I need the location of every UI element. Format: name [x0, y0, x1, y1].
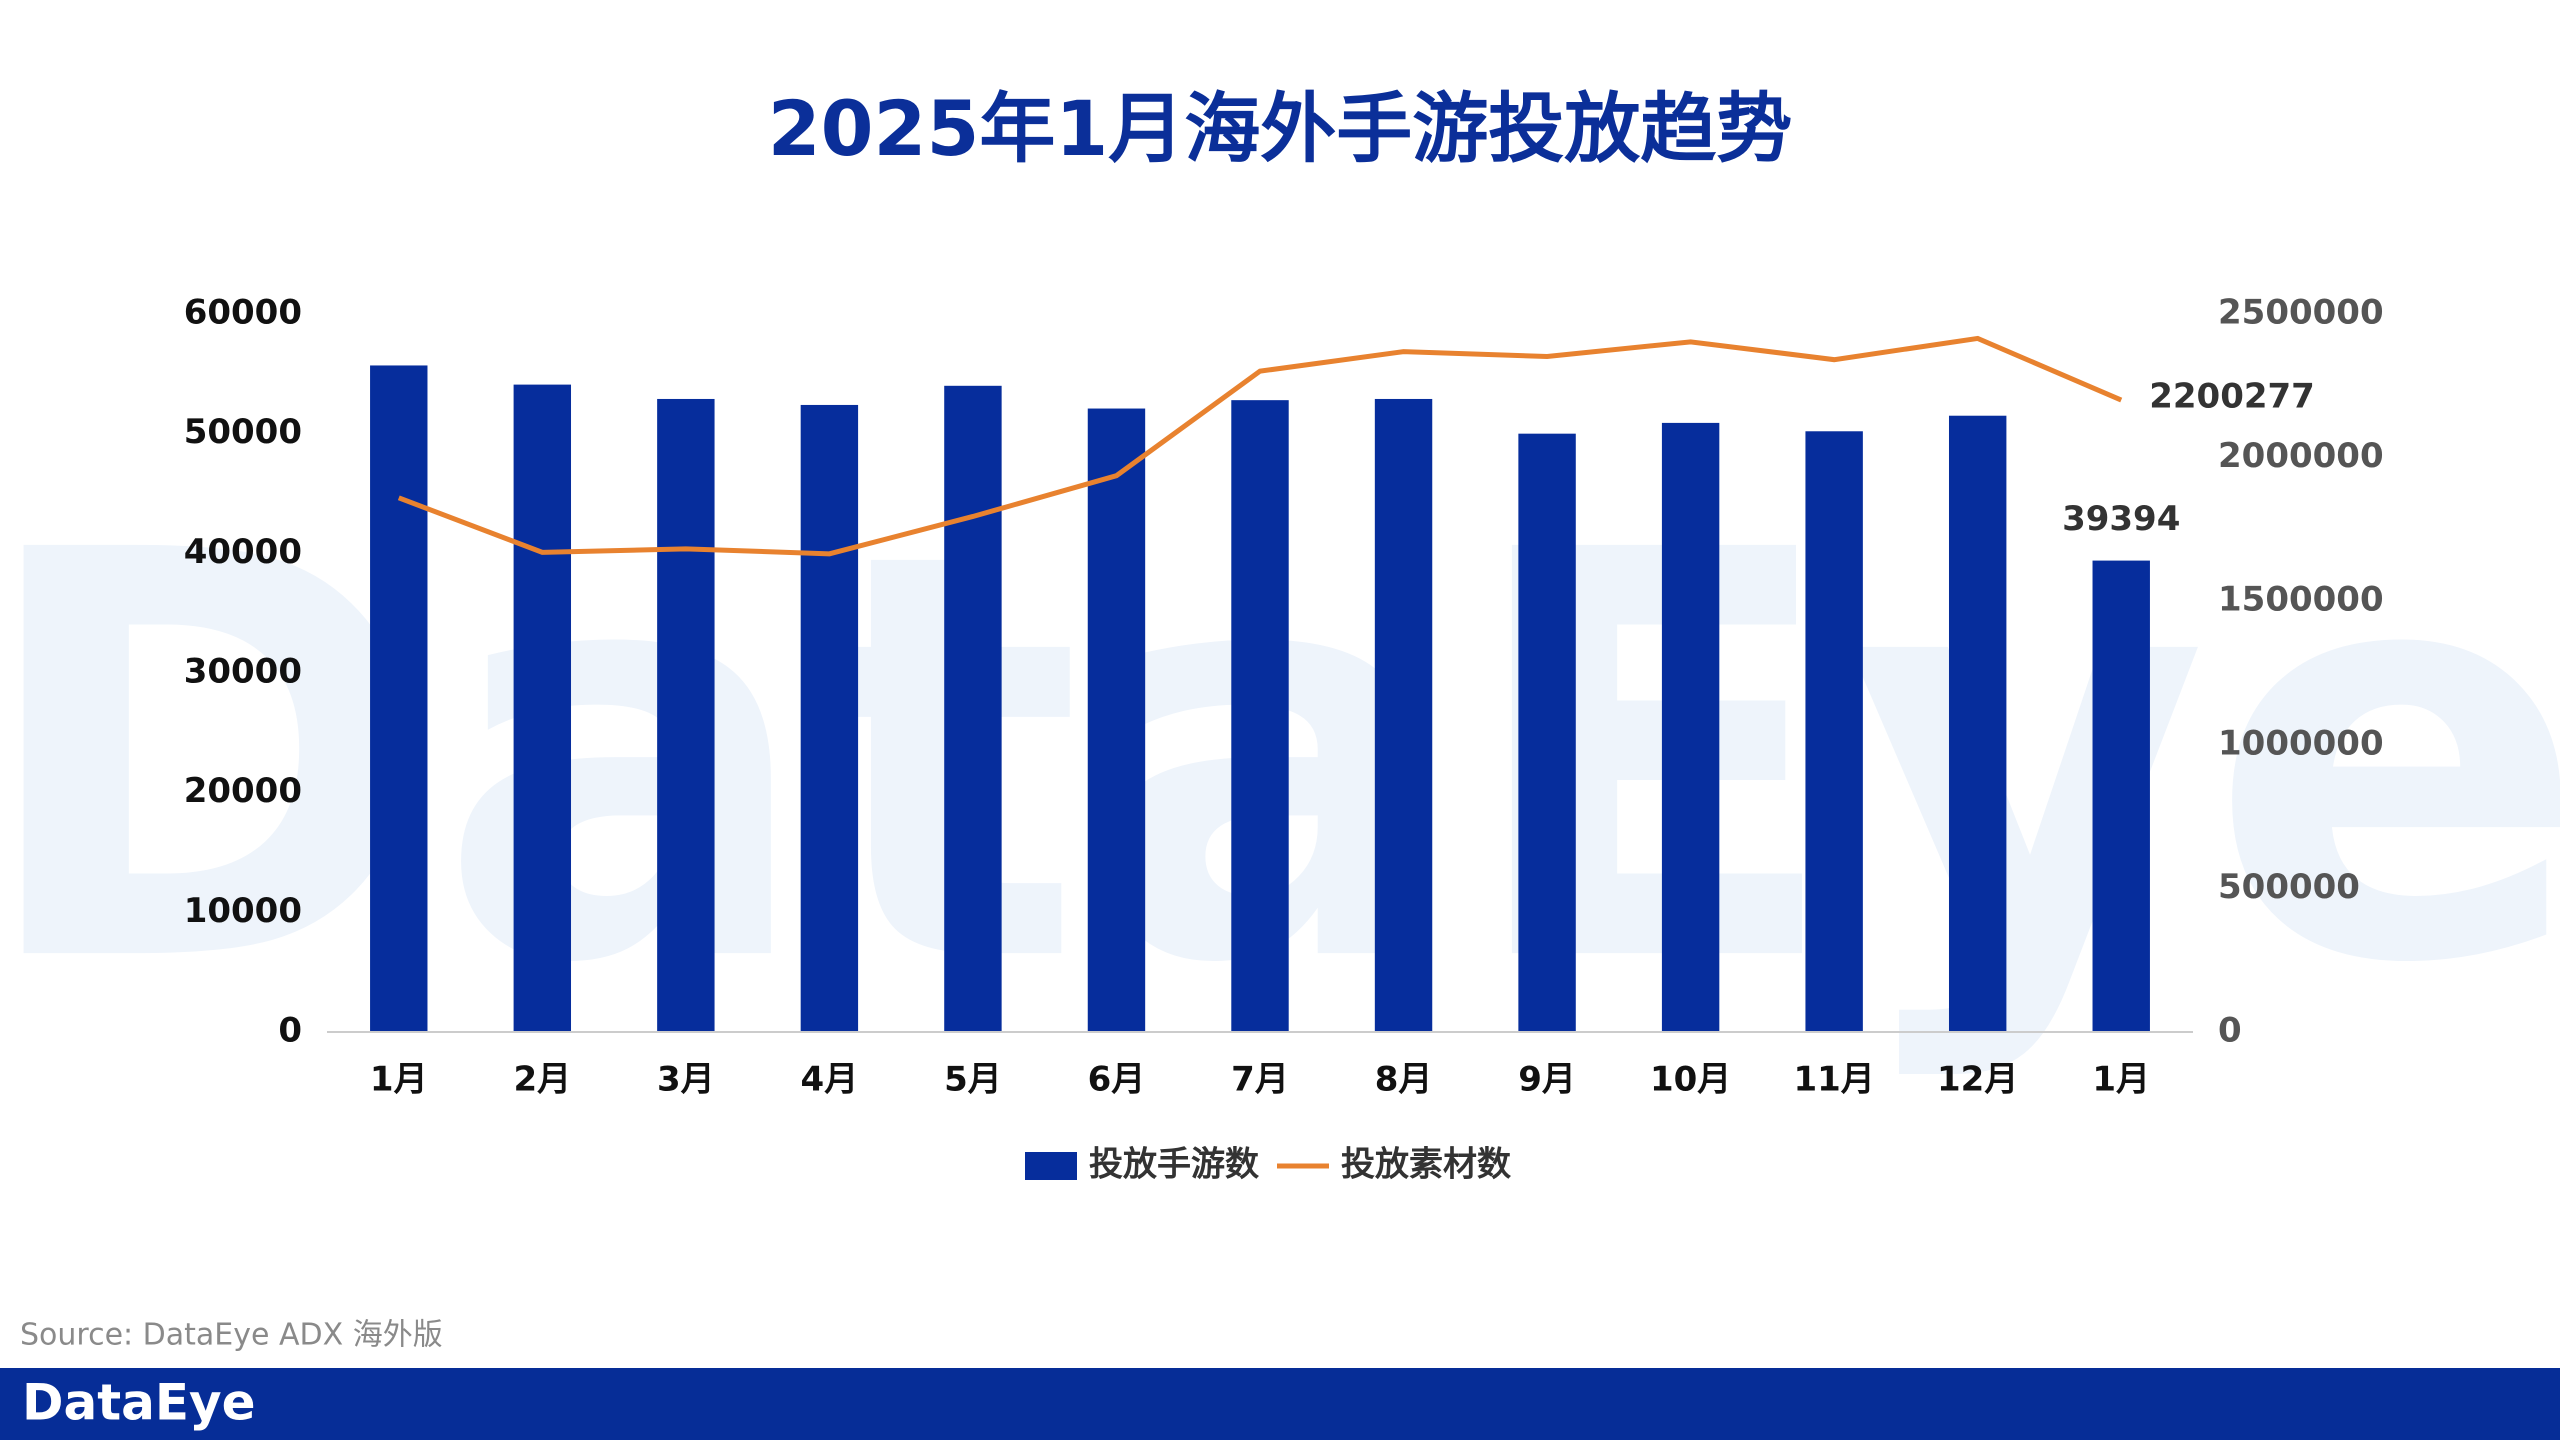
bar [1805, 431, 1863, 1033]
footer-bar [0, 1368, 2560, 1440]
bar [657, 398, 715, 1032]
x-tick-label: 4月 [801, 1060, 859, 1100]
x-tick-label: 12月 [1937, 1060, 2018, 1100]
bar [1087, 408, 1146, 1033]
source: Source: DataEye ADX 海外版 [20, 1318, 443, 1353]
y2-tick-label: 2500000 [2218, 293, 2384, 333]
legend-label: 投放手游数 [1089, 1145, 1259, 1185]
bar [2092, 560, 2150, 1032]
data-label: 2200277 [2149, 377, 2315, 417]
y-tick-label: 50000 [184, 412, 302, 452]
x-tick-label: 8月 [1375, 1060, 1433, 1100]
bar [1231, 400, 1289, 1032]
bar [513, 384, 572, 1032]
x-tick-label: 9月 [1518, 1060, 1576, 1100]
line [397, 335, 2123, 557]
bar [1948, 415, 2007, 1032]
legend-swatch [1025, 1152, 1077, 1180]
bar [1661, 422, 1720, 1032]
y-tick-label: 0 [278, 1011, 302, 1051]
brand-logo: DataEye [22, 1374, 256, 1432]
y2-tick-label: 500000 [2218, 867, 2360, 907]
y-tick-label: 30000 [184, 652, 302, 692]
x-tick-label: 3月 [657, 1060, 715, 1100]
x-tick-label: 1月 [370, 1060, 428, 1100]
y-tick-label: 40000 [184, 532, 302, 572]
x-tick-label: 11月 [1793, 1060, 1874, 1100]
x-tick-label: 7月 [1231, 1060, 1289, 1100]
y2-tick-label: 1000000 [2218, 723, 2384, 763]
legend-label: 投放素材数 [1341, 1145, 1511, 1185]
x-tick-label: 6月 [1088, 1060, 1146, 1100]
bar [944, 385, 1002, 1032]
y-tick-label: 10000 [184, 891, 302, 931]
y-tick-label: 60000 [184, 293, 302, 333]
x-tick-label: 2月 [513, 1060, 571, 1100]
y2-tick-label: 0 [2218, 1011, 2242, 1051]
x-tick-label: 5月 [944, 1060, 1002, 1100]
chart-title: 2025年1月海外手游投放趋势 [768, 84, 1792, 173]
y-tick-label: 20000 [184, 771, 302, 811]
bar [800, 404, 859, 1032]
bar [1374, 398, 1433, 1032]
data-label: 39394 [2062, 499, 2180, 539]
bar [1518, 433, 1576, 1033]
x-tick-label: 10月 [1650, 1060, 1731, 1100]
x-tick-label: 1月 [2092, 1060, 2150, 1100]
y2-tick-label: 1500000 [2218, 580, 2384, 620]
y2-tick-label: 2000000 [2218, 436, 2384, 476]
bar [370, 365, 428, 1032]
